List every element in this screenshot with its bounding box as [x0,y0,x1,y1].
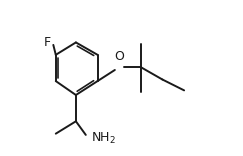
Text: O: O [114,50,124,63]
Text: NH$_2$: NH$_2$ [91,131,116,146]
Text: F: F [44,36,51,49]
